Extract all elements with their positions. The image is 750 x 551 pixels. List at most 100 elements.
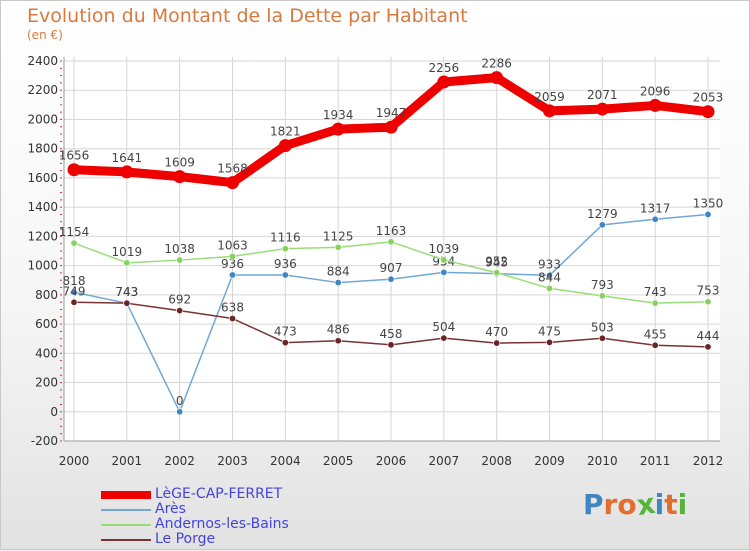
logo-letter: o (617, 488, 637, 521)
data-label: 1656 (59, 149, 90, 163)
legend-swatch (101, 509, 151, 511)
series-point (440, 256, 448, 264)
data-label: 1125 (323, 229, 354, 243)
logo-letter: i (654, 488, 665, 521)
data-label: 458 (380, 327, 403, 341)
data-label: 1317 (640, 201, 671, 215)
data-label: 743 (115, 285, 138, 299)
chart-title: Evolution du Montant de la Dette par Hab… (27, 5, 468, 27)
series-point (334, 279, 342, 287)
logo-letter: r (603, 488, 618, 521)
data-label: 2059 (534, 90, 565, 104)
series-point (651, 341, 659, 349)
data-label: 1116 (270, 231, 301, 245)
data-label: 749 (63, 284, 86, 298)
series-point (440, 334, 448, 342)
data-label: 945 (485, 256, 508, 270)
logo-letter: P (583, 488, 604, 521)
legend-swatch (101, 524, 151, 526)
y-tick-label: 1600 (27, 171, 58, 185)
data-label: 473 (274, 325, 297, 339)
logo-letter: i (677, 488, 688, 521)
series-point (490, 71, 504, 85)
series-point (176, 408, 184, 416)
series-point (281, 271, 289, 279)
series-point (229, 271, 237, 279)
series-point (70, 298, 78, 306)
data-label: 1279 (587, 207, 618, 221)
series-point (545, 284, 553, 292)
legend-swatch (101, 491, 151, 499)
series-point (229, 252, 237, 260)
data-label: 1609 (164, 156, 195, 170)
y-tick-label: 1000 (27, 259, 58, 273)
y-tick-label: -200 (31, 434, 58, 448)
data-label: 486 (327, 323, 350, 337)
data-label: 475 (538, 324, 561, 338)
data-label: 884 (327, 265, 350, 279)
data-label: 933 (538, 257, 561, 271)
series-point (120, 165, 134, 179)
data-label: 692 (168, 293, 191, 307)
series-point (701, 105, 715, 119)
series-point (543, 104, 556, 118)
data-label: 638 (221, 301, 244, 315)
logo-letter: x (634, 486, 657, 523)
data-label: 818 (63, 274, 86, 288)
data-label: 455 (644, 327, 667, 341)
series-0: 1656 1641 1609 1568 1821 1934 1947 2256 2286 2059… (59, 57, 723, 190)
data-label: 2071 (587, 88, 618, 102)
series-point (648, 98, 662, 112)
series-point (173, 170, 187, 184)
y-tick-label: 2200 (27, 83, 58, 97)
x-tick-label: 2001 (112, 454, 143, 468)
proxiti-logo: Proxiti (583, 486, 688, 523)
data-label: 743 (115, 285, 138, 299)
data-label: 907 (380, 261, 403, 275)
data-label: 2096 (640, 84, 671, 98)
series-point (229, 315, 237, 323)
data-label: 1568 (217, 162, 248, 176)
series-point (704, 343, 712, 351)
data-label: 1934 (323, 108, 354, 122)
series-2: 1154 1019 1038 1063 1116 1125 1163 1039 952 844 79… (59, 224, 720, 307)
series-point (176, 307, 184, 315)
data-label: 844 (538, 270, 561, 284)
legend-swatch (101, 539, 151, 541)
x-tick-label: 2003 (217, 454, 248, 468)
y-tick-label: 600 (35, 317, 58, 331)
series-point (70, 288, 78, 296)
series-point (440, 268, 448, 276)
series-point (598, 292, 606, 300)
data-label: 936 (274, 257, 297, 271)
y-tick-label: 1400 (27, 200, 58, 214)
series-point (331, 122, 345, 136)
series-point (545, 271, 553, 279)
series-3: 749 743 692 638 473 486 458 504 470 475 503 455 444 (63, 284, 719, 351)
series-point (493, 269, 501, 277)
x-tick-label: 2012 (693, 454, 724, 468)
data-label: 470 (485, 325, 508, 339)
data-label: 952 (485, 255, 508, 269)
data-label: 753 (697, 284, 720, 298)
data-label: 1038 (164, 242, 195, 256)
y-tick-label: 800 (35, 288, 58, 302)
data-label: 1154 (59, 225, 90, 239)
series-point (704, 210, 712, 218)
data-label: 2286 (481, 57, 512, 71)
x-tick-label: 2009 (534, 454, 565, 468)
series-point (493, 339, 501, 347)
data-label: 1821 (270, 125, 301, 139)
series-point (67, 163, 81, 177)
series-point (545, 338, 553, 346)
y-tick-label: 1800 (27, 142, 58, 156)
series-point (226, 176, 239, 190)
series-point (651, 215, 659, 223)
series-point (176, 256, 184, 264)
series-point (334, 243, 342, 251)
series-point (387, 341, 395, 349)
data-label: 1039 (429, 242, 460, 256)
series-point (70, 239, 78, 247)
